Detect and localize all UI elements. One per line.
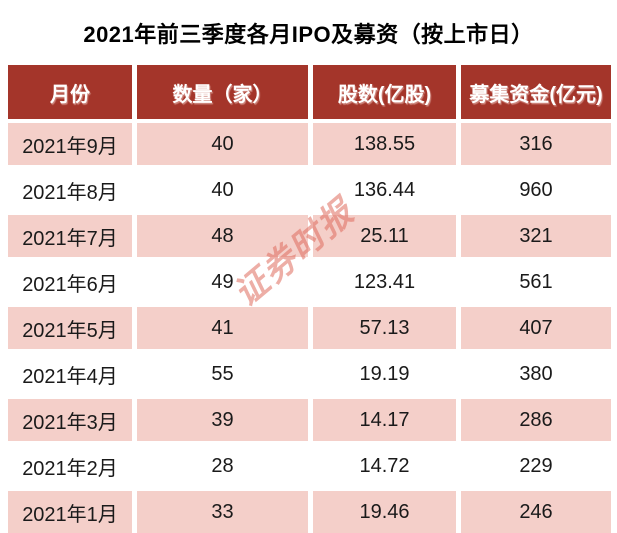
- month-cell: 2021年4月: [8, 353, 132, 395]
- value-cell-shares: 19.46: [313, 491, 456, 533]
- column-header-2: 股数(亿股): [313, 65, 456, 119]
- value-cell-funds: 229: [461, 445, 611, 487]
- value-cell-shares: 123.41: [313, 261, 456, 303]
- value-cell-count: 33: [137, 491, 308, 533]
- value-cell-count: 39: [137, 399, 308, 441]
- month-cell: 2021年1月: [8, 491, 132, 533]
- month-cell: 2021年3月: [8, 399, 132, 441]
- column-header-3: 募集资金(亿元): [461, 65, 611, 119]
- value-cell-shares: 57.13: [313, 307, 456, 349]
- column-header-1: 数量（家）: [137, 65, 308, 119]
- value-cell-shares: 138.55: [313, 123, 456, 165]
- value-cell-funds: 316: [461, 123, 611, 165]
- month-cell: 2021年5月: [8, 307, 132, 349]
- month-cell: 2021年7月: [8, 215, 132, 257]
- value-cell-funds: 321: [461, 215, 611, 257]
- value-cell-count: 28: [137, 445, 308, 487]
- value-cell-shares: 14.72: [313, 445, 456, 487]
- value-cell-funds: 380: [461, 353, 611, 395]
- value-cell-funds: 246: [461, 491, 611, 533]
- value-cell-funds: 286: [461, 399, 611, 441]
- month-cell: 2021年6月: [8, 261, 132, 303]
- month-cell: 2021年9月: [8, 123, 132, 165]
- value-cell-shares: 14.17: [313, 399, 456, 441]
- month-cell: 2021年2月: [8, 445, 132, 487]
- value-cell-shares: 25.11: [313, 215, 456, 257]
- value-cell-funds: 561: [461, 261, 611, 303]
- value-cell-count: 55: [137, 353, 308, 395]
- column-header-0: 月份: [8, 65, 132, 119]
- month-cell: 2021年8月: [8, 169, 132, 211]
- value-cell-count: 41: [137, 307, 308, 349]
- value-cell-shares: 136.44: [313, 169, 456, 211]
- value-cell-funds: 407: [461, 307, 611, 349]
- value-cell-count: 49: [137, 261, 308, 303]
- value-cell-count: 40: [137, 169, 308, 211]
- ipo-table: 月份 数量（家） 股数(亿股) 募集资金(亿元) 2021年9月 40 138.55 316 2…: [8, 65, 611, 533]
- value-cell-count: 48: [137, 215, 308, 257]
- value-cell-shares: 19.19: [313, 353, 456, 395]
- value-cell-funds: 960: [461, 169, 611, 211]
- value-cell-count: 40: [137, 123, 308, 165]
- page-title: 2021年前三季度各月IPO及募资（按上市日）: [83, 22, 534, 47]
